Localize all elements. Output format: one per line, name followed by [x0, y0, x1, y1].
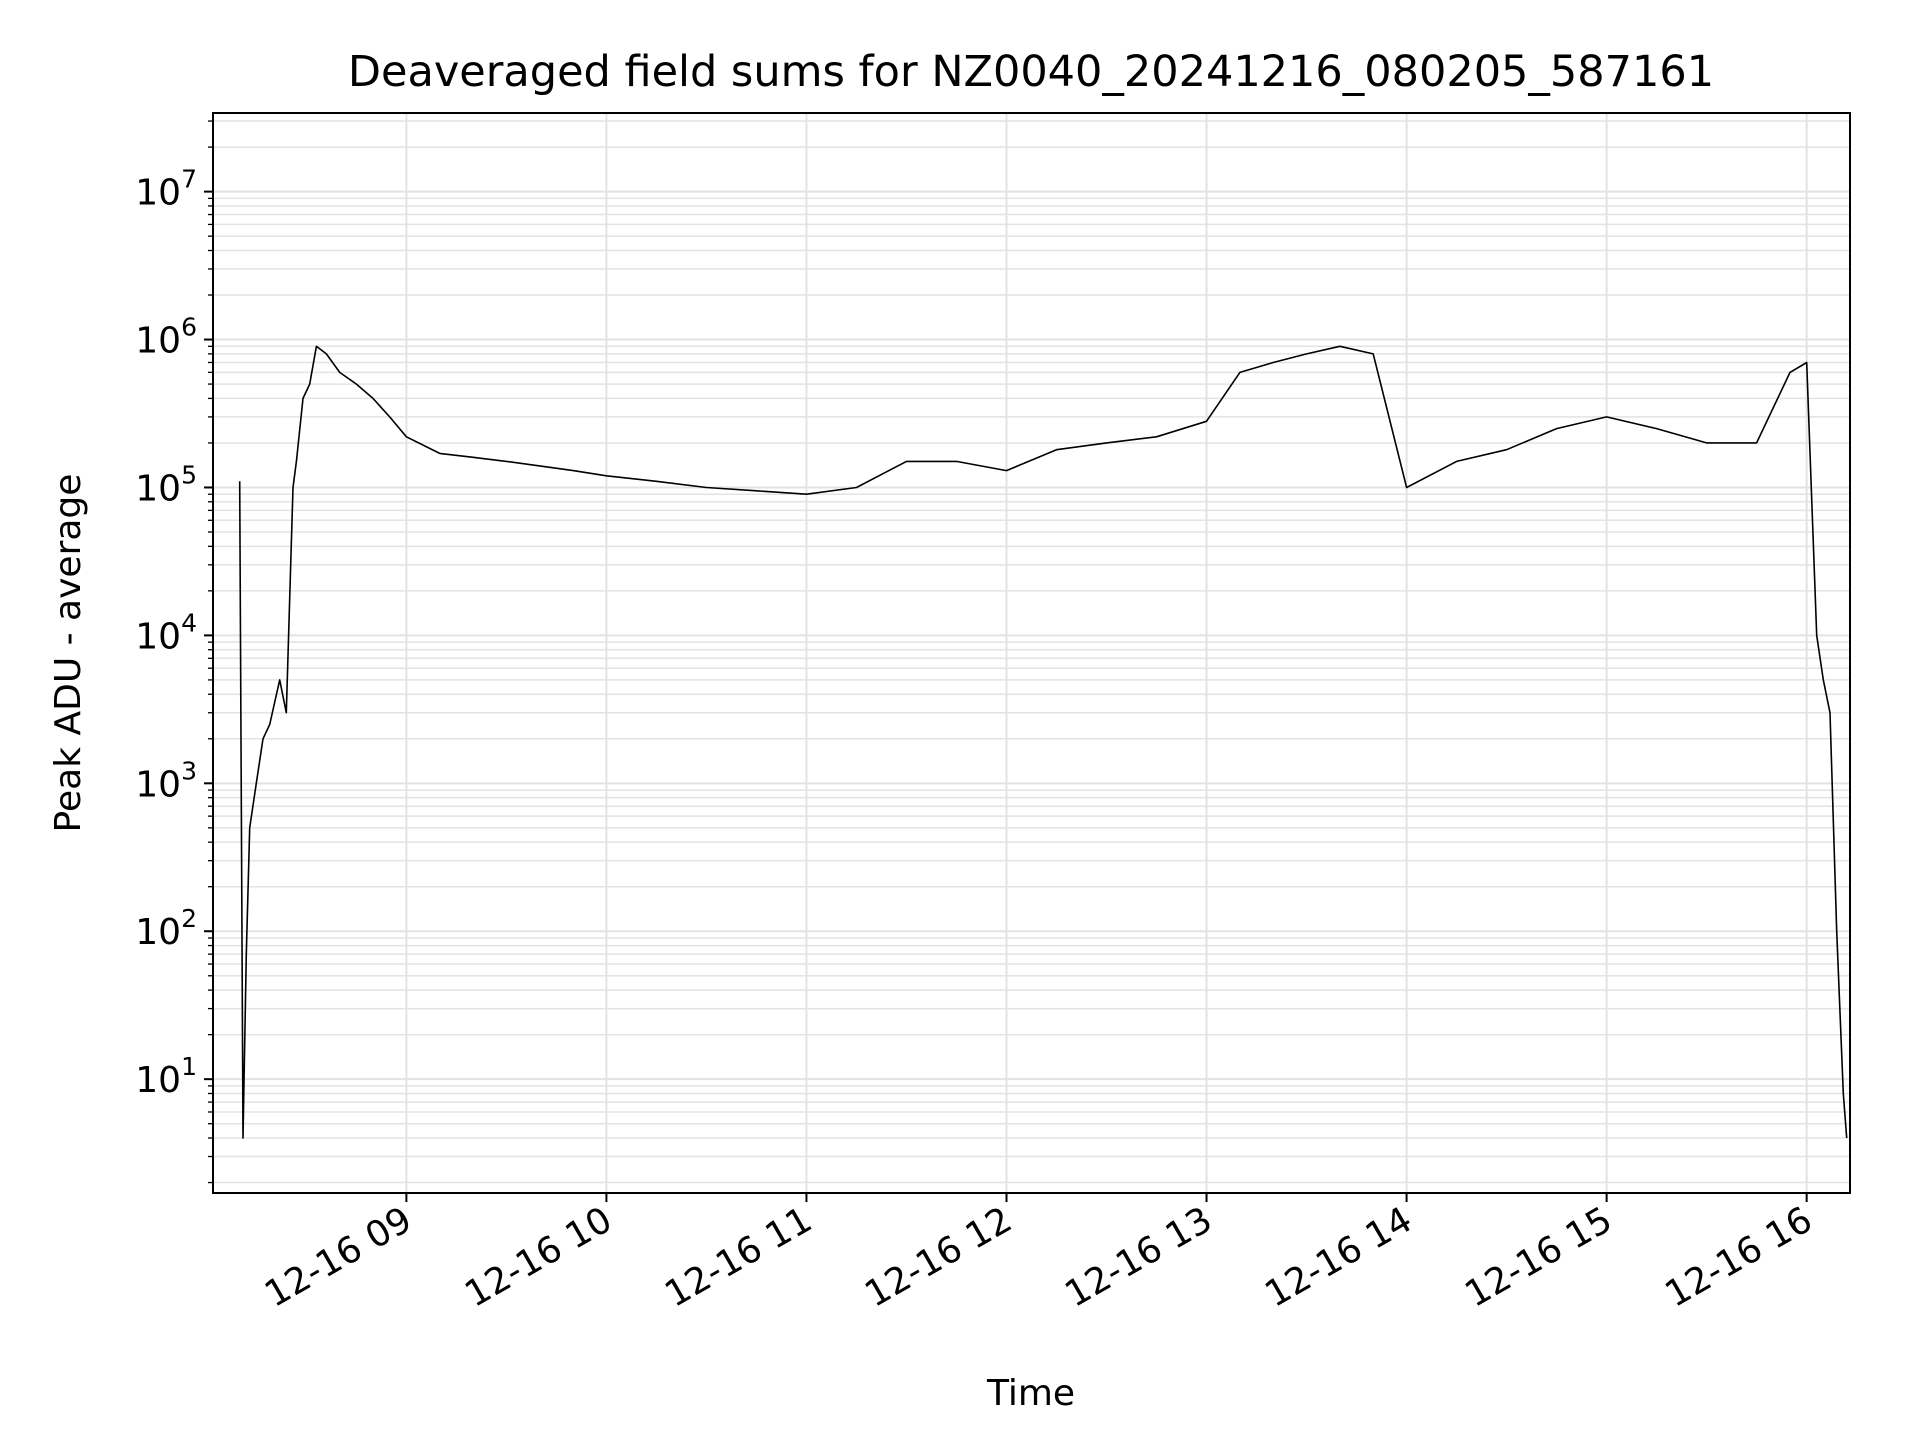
series-layer — [238, 345, 1848, 1139]
y-tick-label: 105 — [135, 460, 197, 509]
grid — [213, 113, 1850, 1193]
y-tick-label: 104 — [135, 608, 197, 657]
y-tick-label: 106 — [135, 313, 197, 362]
y-tick-label: 102 — [135, 904, 197, 953]
y-axis: 101 102 103 104 105 106 107 — [135, 120, 213, 1184]
y-tick-label: 107 — [135, 165, 197, 214]
series-line — [238, 345, 1848, 1139]
y-tick-label: 103 — [135, 756, 197, 805]
y-tick-label: 101 — [135, 1052, 197, 1101]
plot-frame — [212, 112, 1851, 1194]
x-axis-label: Time — [986, 1373, 1075, 1414]
y-axis-label: Peak ADU - average — [48, 474, 89, 833]
chart-title: Deaveraged field sums for NZ0040_2024121… — [348, 47, 1714, 97]
